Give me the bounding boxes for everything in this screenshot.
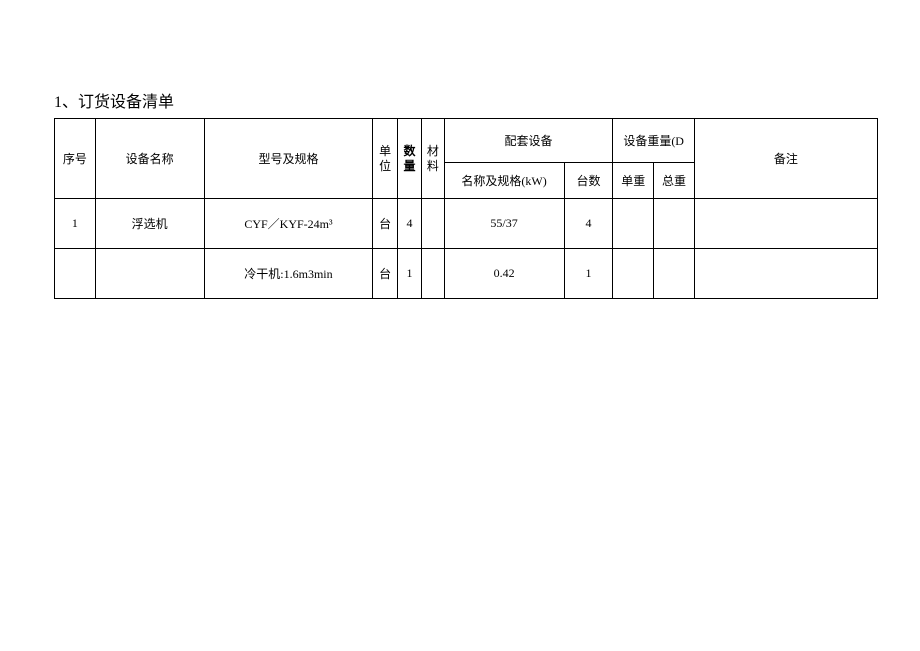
page-title: 1、订货设备清单 [54,88,878,112]
col-seq: 序号 [55,119,96,199]
cell-aux-count: 1 [564,249,613,299]
cell-model: 冷干机:1.6m3min [204,249,373,299]
table-body: 1 浮选机 CYF／KYF-24m³ 台 4 55/37 4 冷干机:1.6m3… [55,199,878,299]
col-remark: 备注 [694,119,877,199]
col-model: 型号及规格 [204,119,373,199]
cell-aux-spec: 55/37 [444,199,564,249]
col-qty: 数量 [397,119,421,199]
cell-weight-total [654,199,695,249]
col-unit: 单位 [373,119,397,199]
cell-qty: 4 [397,199,421,249]
cell-material [422,199,444,249]
cell-name: 浮选机 [95,199,204,249]
table-row: 冷干机:1.6m3min 台 1 0.42 1 [55,249,878,299]
col-weight-group: 设备重量(D [613,119,694,163]
col-material: 材料 [422,119,444,199]
cell-weight-unit [613,249,654,299]
cell-weight-unit [613,199,654,249]
cell-remark [694,249,877,299]
cell-aux-spec: 0.42 [444,249,564,299]
col-weight-unit: 单重 [613,163,654,199]
col-aux-count: 台数 [564,163,613,199]
cell-seq: 1 [55,199,96,249]
cell-weight-total [654,249,695,299]
col-aux-group: 配套设备 [444,119,613,163]
cell-remark [694,199,877,249]
col-weight-total: 总重 [654,163,695,199]
cell-seq [55,249,96,299]
col-name: 设备名称 [95,119,204,199]
cell-unit: 台 [373,249,397,299]
cell-name [95,249,204,299]
cell-model: CYF／KYF-24m³ [204,199,373,249]
cell-aux-count: 4 [564,199,613,249]
col-aux-spec: 名称及规格(kW) [444,163,564,199]
cell-material [422,249,444,299]
cell-qty: 1 [397,249,421,299]
header-row-1: 序号 设备名称 型号及规格 单位 数量 材料 配套设备 设备重量(D 备注 [55,119,878,163]
table-row: 1 浮选机 CYF／KYF-24m³ 台 4 55/37 4 [55,199,878,249]
cell-unit: 台 [373,199,397,249]
equipment-table: 序号 设备名称 型号及规格 单位 数量 材料 配套设备 设备重量(D 备注 名称… [54,118,878,299]
